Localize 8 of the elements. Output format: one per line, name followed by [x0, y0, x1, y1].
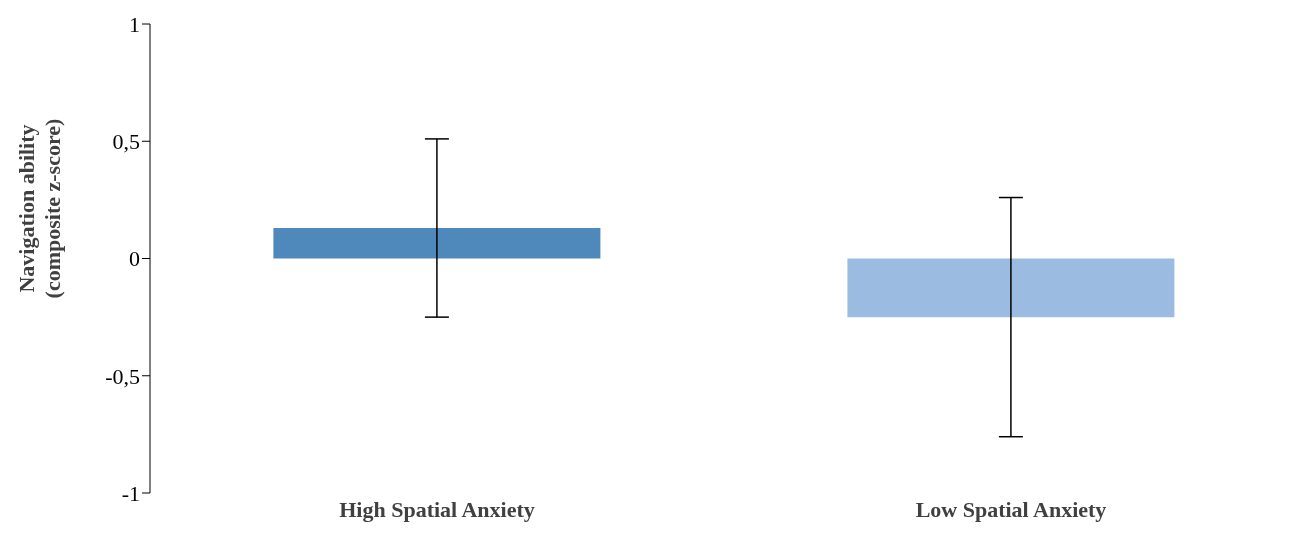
y-tick-label: 0,5	[112, 129, 140, 155]
y-tick-label: -1	[121, 480, 140, 506]
y-tick-label: -0,5	[105, 363, 140, 389]
y-tick-label: 1	[129, 11, 140, 37]
x-tick-label: High Spatial Anxiety	[339, 496, 535, 522]
y-tick-label: 0	[129, 246, 140, 272]
y-axis-title: Navigation ability (composite z-score)	[14, 118, 65, 299]
x-tick-label: Low Spatial Anxiety	[915, 496, 1107, 522]
